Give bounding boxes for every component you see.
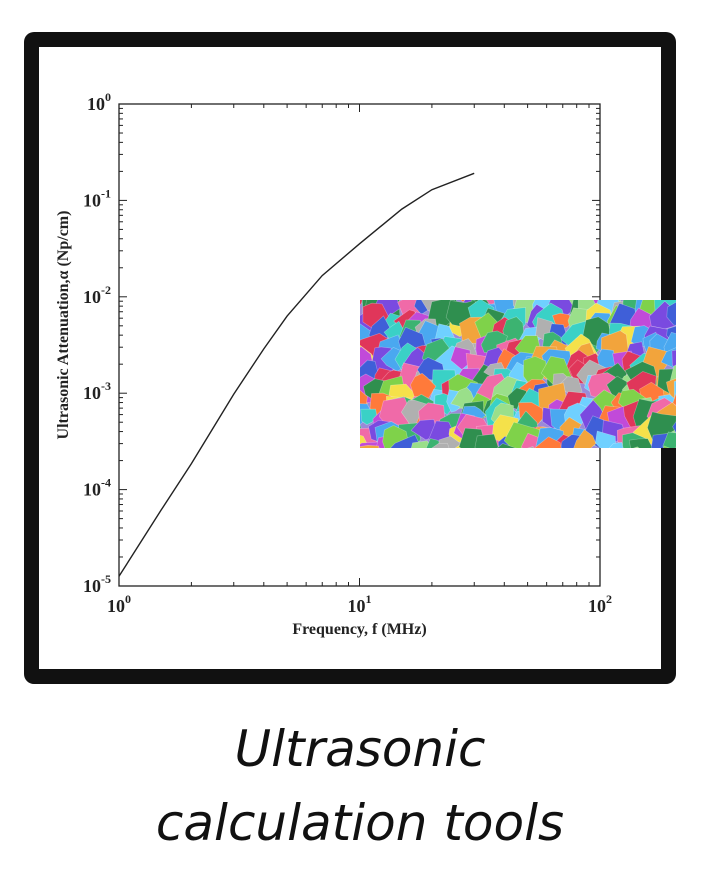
x-axis-title: Frequency, f (MHz) — [292, 621, 426, 638]
y-axis-title: Ultrasonic Attenuation,α (Np/cm) — [55, 211, 72, 440]
x-tick-label: 100 — [107, 592, 131, 616]
grain — [675, 446, 676, 448]
grain — [527, 446, 534, 448]
grain — [431, 442, 450, 448]
grain — [666, 301, 676, 326]
grain — [360, 300, 363, 306]
y-tick-label: 100 — [87, 90, 111, 114]
caption-line-2: calculation tools — [155, 794, 565, 852]
tick-labels: 100 101 102 100 10-1 10-2 10-3 10-4 10-5 — [83, 90, 612, 616]
grain — [450, 346, 471, 370]
grain — [474, 433, 499, 448]
grain-microstructure-image — [360, 300, 676, 448]
grain — [673, 380, 676, 400]
caption-line-1: Ultrasonic — [234, 720, 486, 778]
attenuation-curve — [118, 172, 475, 577]
grain — [672, 421, 676, 434]
y-tick-label: 10-4 — [83, 476, 111, 500]
grain — [410, 440, 432, 448]
y-tick-label: 10-3 — [83, 379, 111, 403]
grain — [608, 441, 625, 448]
grain — [573, 429, 597, 448]
grain — [663, 445, 671, 448]
grain — [534, 436, 562, 448]
y-tick-label: 10-1 — [83, 186, 111, 210]
grain — [628, 438, 653, 448]
grain — [360, 423, 362, 430]
grain — [662, 431, 676, 448]
grain — [595, 430, 617, 448]
grain — [460, 300, 466, 303]
grain — [671, 349, 676, 368]
x-tick-label: 101 — [348, 592, 372, 616]
y-tick-label: 10-5 — [83, 572, 111, 596]
caption: Ultrasonic calculation tools — [0, 712, 720, 860]
y-tick-label: 10-2 — [83, 283, 111, 307]
grain — [632, 446, 640, 448]
grain — [666, 378, 676, 401]
x-tick-label: 102 — [588, 592, 612, 616]
grain — [360, 444, 380, 448]
grain — [496, 443, 517, 448]
